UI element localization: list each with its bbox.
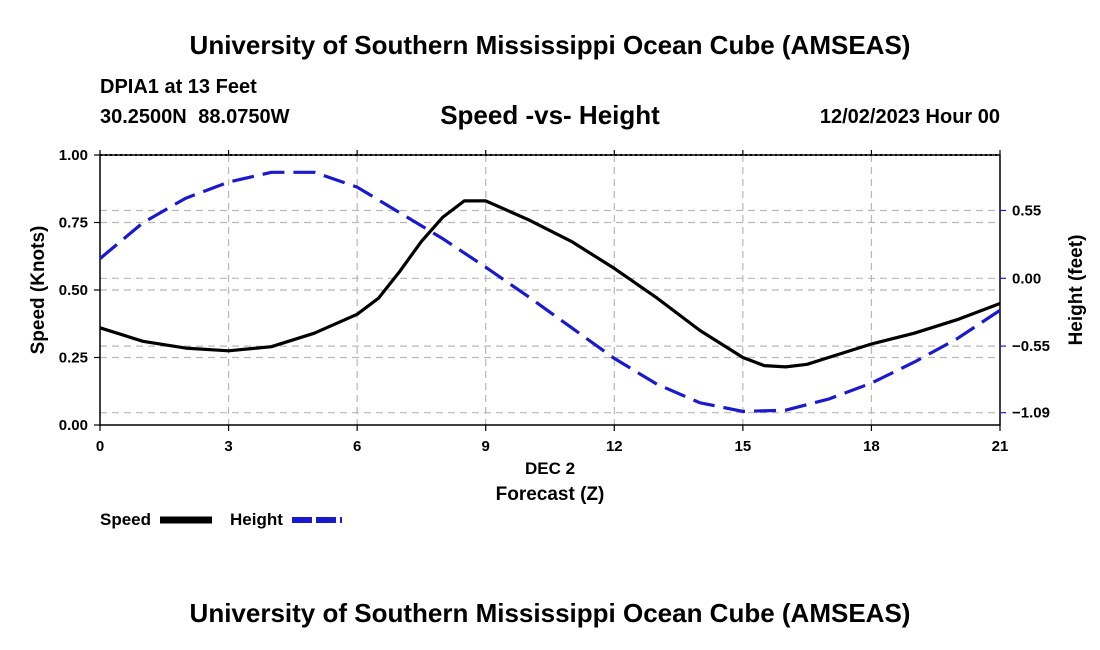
footer-title: University of Southern Mississippi Ocean… bbox=[189, 598, 911, 628]
y-right-tick-label: −0.55 bbox=[1012, 338, 1050, 355]
legend-label-height: Height bbox=[230, 510, 283, 529]
x-tick-label: 0 bbox=[96, 438, 104, 455]
y-right-tick-label: −1.09 bbox=[1012, 405, 1050, 422]
forecast-datetime: 12/02/2023 Hour 00 bbox=[819, 106, 1000, 128]
x-tick-label: 18 bbox=[863, 438, 880, 455]
grid-lines bbox=[100, 155, 1000, 425]
x-tick-label: 12 bbox=[606, 438, 623, 455]
x-tick-label: 6 bbox=[353, 438, 361, 455]
series-line-speed bbox=[99, 199, 1001, 369]
chart-subtitle: Speed -vs- Height bbox=[440, 100, 660, 130]
y-axis-left-label: Speed (Knots) bbox=[28, 226, 49, 355]
y-axis-right-label: Height (feet) bbox=[1066, 235, 1087, 346]
x-tick-label: 9 bbox=[482, 438, 490, 455]
axis-ticks bbox=[94, 150, 1006, 431]
y-left-tick-label: 0.50 bbox=[59, 282, 88, 299]
y-right-tick-label: 0.55 bbox=[1012, 202, 1041, 219]
series-line-height bbox=[98, 170, 1001, 413]
y-left-tick-label: 0.25 bbox=[59, 350, 88, 367]
y-left-tick-label: 0.00 bbox=[59, 417, 88, 434]
x-tick-label: 3 bbox=[224, 438, 232, 455]
data-series bbox=[98, 170, 1001, 413]
axis-labels: 0 3 6 9 12 15 18 21 0.00 0.25 0.50 0.75 1.00 0.55 0.00… bbox=[28, 147, 1087, 505]
y-left-tick-label: 1.00 bbox=[59, 147, 88, 164]
y-right-tick-label: 0.00 bbox=[1012, 270, 1041, 287]
x-axis-date-label: DEC 2 bbox=[525, 459, 575, 478]
coordinates-label: 30.2500N 88.0750W bbox=[100, 106, 290, 128]
station-label: DPIA1 at 13 Feet bbox=[100, 76, 257, 98]
x-axis-label: Forecast (Z) bbox=[496, 484, 605, 505]
chart-title: University of Southern Mississippi Ocean… bbox=[189, 30, 911, 60]
x-tick-label: 21 bbox=[992, 438, 1009, 455]
legend-label-speed: Speed bbox=[100, 510, 152, 529]
x-tick-label: 15 bbox=[735, 438, 752, 455]
y-left-tick-label: 0.75 bbox=[59, 215, 88, 232]
